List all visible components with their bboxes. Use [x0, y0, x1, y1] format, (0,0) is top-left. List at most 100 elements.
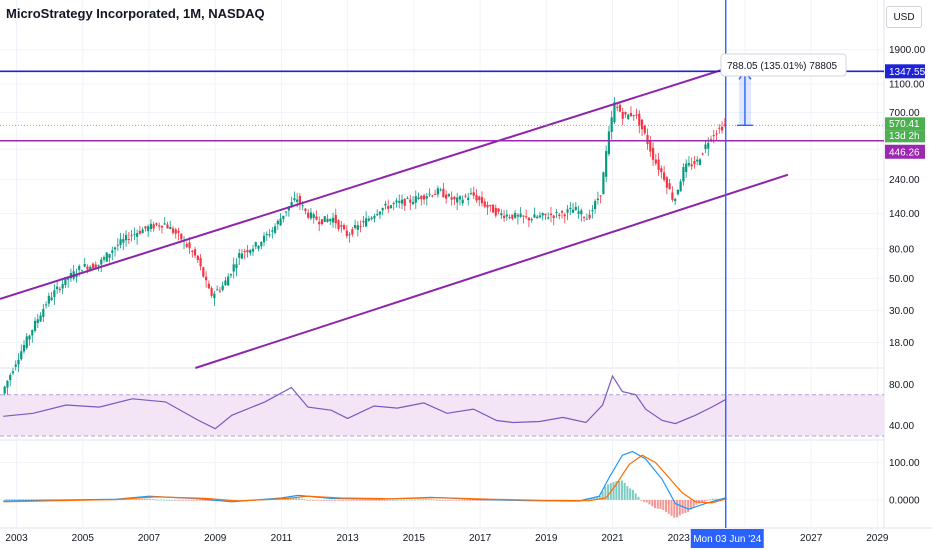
- macd-histogram-bar: [706, 499, 709, 501]
- candle-body: [268, 234, 271, 236]
- candle-body: [621, 111, 624, 119]
- candle-body: [359, 226, 362, 228]
- candle-body: [376, 214, 379, 216]
- candle-body: [450, 197, 453, 200]
- macd-histogram-bar: [485, 499, 488, 501]
- candle-body: [251, 248, 255, 252]
- candle-body: [414, 196, 417, 203]
- candle-body: [643, 125, 646, 134]
- candle-body: [124, 234, 128, 241]
- candle-body: [53, 290, 56, 298]
- price-tick-label: 80.00: [889, 244, 914, 255]
- candle-body: [136, 233, 139, 237]
- macd-histogram-bar: [314, 499, 317, 501]
- macd-histogram-bar: [424, 499, 427, 501]
- macd-histogram-bar: [129, 499, 132, 500]
- candle-body: [500, 213, 503, 216]
- candle-body: [83, 263, 86, 267]
- candle-body: [580, 210, 583, 215]
- candle-body: [202, 267, 205, 277]
- candle-body: [163, 223, 166, 225]
- candle-body: [635, 114, 638, 116]
- candle-body: [549, 213, 553, 216]
- macd-histogram-bar: [311, 499, 314, 501]
- macd-histogram-bar: [604, 486, 607, 500]
- candle-body: [160, 225, 164, 228]
- candle-body: [232, 264, 235, 272]
- candle-body: [221, 285, 224, 291]
- candle-body: [422, 195, 426, 200]
- candle-body: [555, 211, 558, 213]
- candle-body: [417, 197, 420, 199]
- macd-histogram-bar: [427, 499, 430, 501]
- candle-body: [207, 283, 210, 289]
- macd-histogram-bar: [24, 499, 27, 501]
- price-tick-label: 700.00: [889, 108, 920, 119]
- macd-histogram-bar: [590, 497, 593, 500]
- candle-body: [690, 164, 693, 167]
- candle-body: [362, 220, 365, 223]
- drawings[interactable]: 788.05 (135.01%) 78805: [0, 0, 884, 528]
- candle-body: [439, 189, 442, 191]
- macd-histogram-bar: [471, 499, 474, 501]
- price-tick-label: 50.00: [889, 274, 914, 285]
- candle-body: [180, 233, 183, 240]
- time-tick-label: 2015: [403, 533, 426, 544]
- macd-histogram-bar: [132, 499, 135, 500]
- macd-histogram-bar: [367, 499, 370, 501]
- candle-body: [224, 280, 227, 286]
- candles: [3, 96, 726, 396]
- macd-histogram-bar: [389, 499, 392, 501]
- macd-histogram-bar: [38, 499, 41, 501]
- price-axis[interactable]: 1900.001100.00700.00390.00240.00140.0080…: [889, 45, 926, 506]
- candle-body: [14, 364, 17, 367]
- candle-body: [519, 213, 522, 217]
- macd-histogram-bar: [411, 499, 414, 501]
- macd-histogram-bar: [607, 484, 610, 500]
- macd-histogram-bar: [438, 499, 441, 501]
- macd-histogram-bar: [135, 499, 138, 500]
- candle-body: [276, 220, 279, 225]
- candle-body: [632, 114, 635, 116]
- macd-histogram-bar: [444, 499, 447, 501]
- candle-body: [378, 211, 382, 215]
- candle-body: [3, 386, 6, 394]
- candle-body: [682, 167, 685, 182]
- macd-histogram-bar: [447, 499, 450, 501]
- candle-body: [119, 239, 122, 246]
- macd-histogram-bar: [298, 498, 301, 500]
- macd-histogram-bar: [27, 499, 30, 501]
- macd-histogram-bar: [162, 499, 165, 501]
- countdown-tag: 13d 2h: [889, 131, 920, 142]
- macd-histogram-bar: [670, 499, 673, 516]
- candle-body: [392, 202, 395, 205]
- candle-body: [309, 212, 313, 219]
- candle-body: [147, 226, 150, 232]
- candle-body: [177, 230, 180, 233]
- candle-body: [663, 172, 666, 180]
- currency-button[interactable]: USD: [886, 6, 922, 28]
- macd-histogram-bar: [463, 499, 466, 501]
- candle-body: [356, 225, 359, 230]
- candle-body: [687, 163, 691, 166]
- candle-body: [398, 200, 401, 203]
- rsi-band: [0, 394, 884, 437]
- signal-line: [3, 454, 726, 504]
- rsi-line: [3, 374, 726, 430]
- candle-body: [577, 211, 580, 214]
- candle-body: [420, 195, 423, 200]
- crosshair-date-label: Mon 03 Jun '24: [693, 534, 762, 545]
- candle-body: [44, 304, 48, 306]
- macd-histogram-bar: [684, 499, 687, 513]
- candle-body: [599, 195, 602, 197]
- candle-body: [213, 293, 216, 299]
- candle-body: [453, 196, 456, 200]
- macd-histogram-bar: [281, 499, 284, 500]
- price-tick-label: 18.00: [889, 338, 914, 349]
- candle-body: [196, 255, 199, 261]
- candle-body: [127, 238, 130, 240]
- macd-histogram-bar: [659, 499, 662, 510]
- macd-histogram-bar: [292, 498, 295, 500]
- candle-body: [31, 330, 34, 336]
